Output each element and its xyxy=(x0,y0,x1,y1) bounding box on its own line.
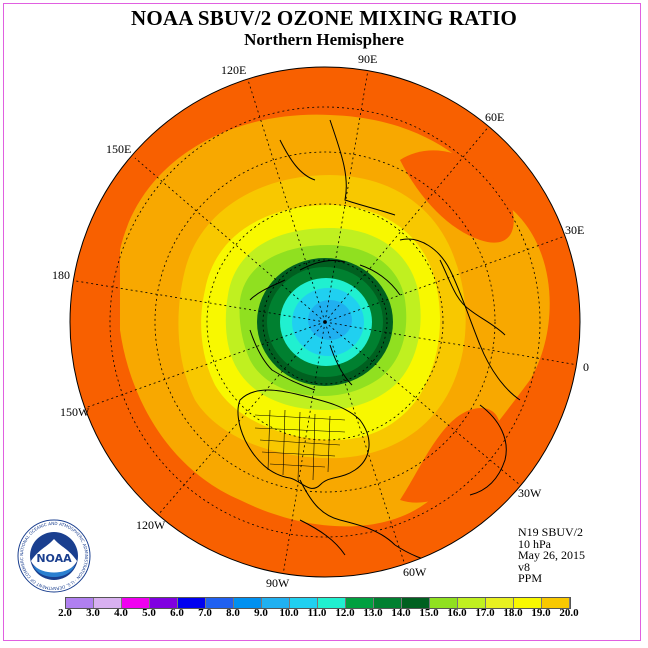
colorbar-tick-label: 3.0 xyxy=(86,607,100,619)
image-frame xyxy=(3,3,641,641)
logo-text: NOAA xyxy=(36,552,72,565)
colorbar-segment xyxy=(150,598,178,608)
colorbar-segment xyxy=(94,598,122,608)
colorbar-segment xyxy=(374,598,402,608)
lon-label-60e: 60E xyxy=(485,110,505,124)
colorbar-segment xyxy=(346,598,374,608)
colorbar-tick-label: 8.0 xyxy=(226,607,240,619)
colorbar-tick-label: 20.0 xyxy=(559,607,579,619)
colorbar-tick-label: 2.0 xyxy=(58,607,72,619)
map-boundary xyxy=(69,66,581,578)
colorbar-tick-label: 11.0 xyxy=(307,607,327,619)
lon-label-150e: 150E xyxy=(106,142,132,156)
colorbar-tick-label: 15.0 xyxy=(419,607,439,619)
colorbar-segment xyxy=(262,598,290,608)
page-subtitle: Northern Hemisphere xyxy=(244,30,404,49)
lon-label-0: 0 xyxy=(583,360,589,374)
colorbar-segment xyxy=(514,598,542,608)
coastlines xyxy=(237,119,521,566)
colorbar-tick-label: 12.0 xyxy=(335,607,355,619)
colorbar-segment xyxy=(486,598,514,608)
latitude-circles xyxy=(109,106,541,538)
colorbar-tick-label: 17.0 xyxy=(475,607,495,619)
info-units: PPM xyxy=(518,571,543,585)
colorbar-tick-label: 18.0 xyxy=(503,607,523,619)
lon-label-150w: 150W xyxy=(60,405,90,419)
colorbar-ticks: 2.0 3.0 4.0 5.0 6.0 7.0 8.0 9.0 10.0 11.0 12.0 13.0… xyxy=(52,607,612,621)
colorbar-segment xyxy=(290,598,318,608)
colorbar-segment xyxy=(66,598,94,608)
state-boundaries xyxy=(254,409,346,481)
info-instrument: N19 SBUV/2 xyxy=(518,525,584,539)
lon-label-30w: 30W xyxy=(518,486,542,500)
noaa-logo: NATIONAL OCEANIC AND ATMOSPHERIC ADMINIS… xyxy=(17,519,91,593)
info-version: v8 xyxy=(518,559,530,574)
colorbar-segment xyxy=(122,598,150,608)
colorbar xyxy=(65,597,571,609)
colorbar-segment xyxy=(178,598,206,608)
colorbar-tick-label: 4.0 xyxy=(114,607,128,619)
colorbar-tick-label: 19.0 xyxy=(531,607,551,619)
lon-label-180: 180 xyxy=(52,268,70,282)
colorbar-tick-label: 7.0 xyxy=(198,607,212,619)
colorbar-segment xyxy=(430,598,458,608)
colorbar-tick-label: 6.0 xyxy=(170,607,184,619)
ozone-patch-60e xyxy=(400,150,514,243)
colorbar-segment xyxy=(458,598,486,608)
info-date: May 26, 2015 xyxy=(518,548,585,562)
lon-label-90w: 90W xyxy=(266,576,290,590)
page-title: NOAA SBUV/2 OZONE MIXING RATIO xyxy=(131,6,517,30)
colorbar-tick-label: 13.0 xyxy=(363,607,383,619)
colorbar-segment xyxy=(234,598,262,608)
colorbar-segment xyxy=(402,598,430,608)
lon-label-60w: 60W xyxy=(403,565,427,579)
colorbar-tick-label: 14.0 xyxy=(391,607,411,619)
colorbar-tick-label: 16.0 xyxy=(447,607,467,619)
colorbar-tick-label: 10.0 xyxy=(279,607,299,619)
colorbar-segment xyxy=(542,598,570,608)
lon-label-30e: 30E xyxy=(565,223,585,237)
lon-label-90e: 90E xyxy=(358,52,378,66)
colorbar-segment xyxy=(206,598,234,608)
colorbar-tick-label: 5.0 xyxy=(142,607,156,619)
lon-label-120w: 120W xyxy=(136,518,166,532)
meridians xyxy=(70,69,579,576)
info-block: N19 SBUV/2 10 hPa May 26, 2015 v8 PPM xyxy=(518,525,585,585)
ozone-patch-30w xyxy=(400,408,501,503)
lon-label-120e: 120E xyxy=(221,63,247,77)
colorbar-segment xyxy=(318,598,346,608)
colorbar-tick-label: 9.0 xyxy=(254,607,268,619)
info-level: 10 hPa xyxy=(518,536,551,551)
